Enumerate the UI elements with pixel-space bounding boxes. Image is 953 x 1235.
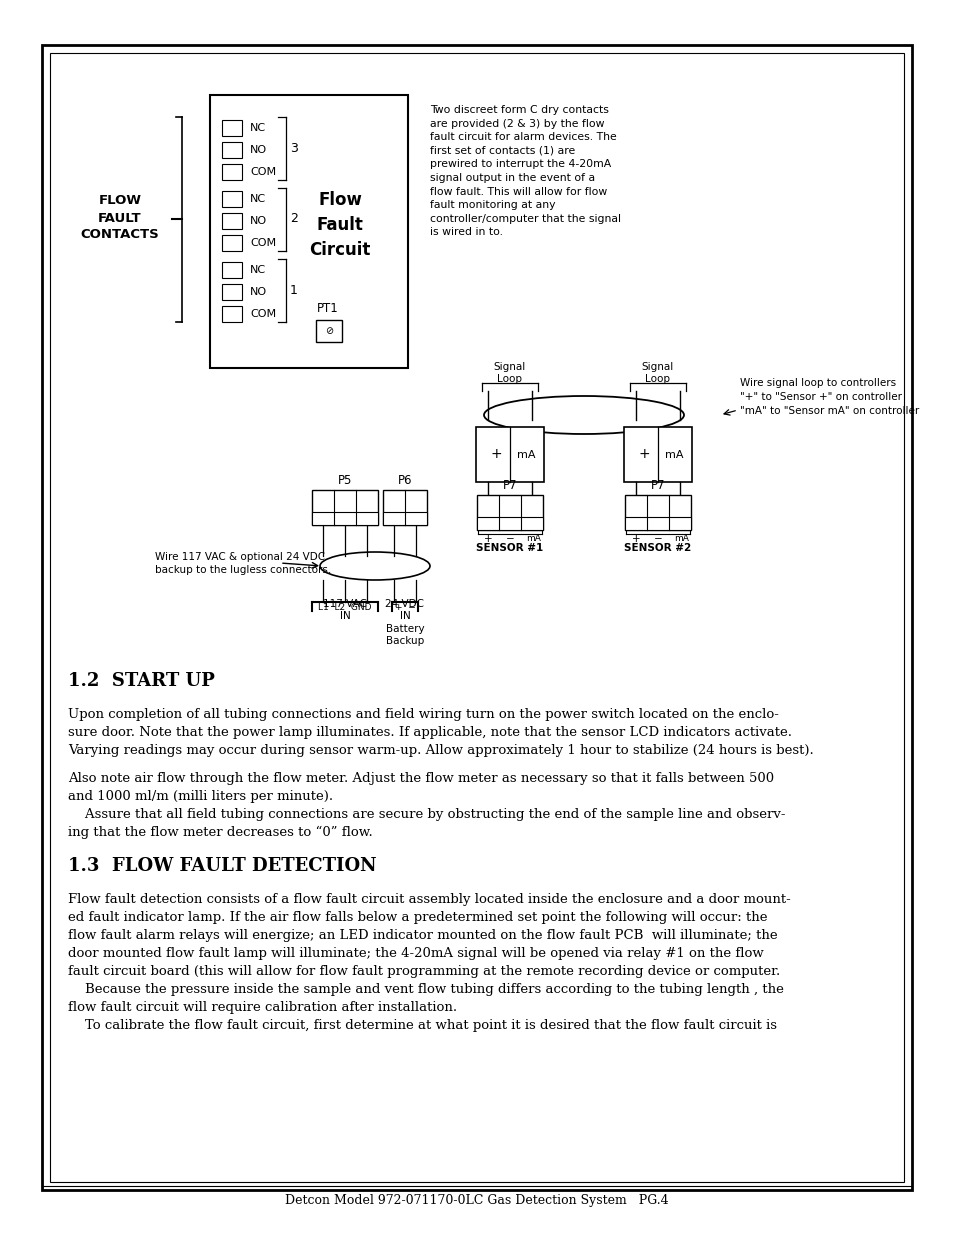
- Polygon shape: [222, 191, 242, 207]
- Text: 1.2  START UP: 1.2 START UP: [68, 672, 214, 690]
- Text: NC: NC: [250, 124, 266, 133]
- Text: Signal
Loop: Signal Loop: [494, 362, 525, 384]
- Text: Wire 117 VAC & optional 24 VDC
backup to the lugless connectors.: Wire 117 VAC & optional 24 VDC backup to…: [154, 552, 331, 576]
- Text: NC: NC: [250, 266, 266, 275]
- Text: 1: 1: [290, 284, 297, 296]
- Text: +: +: [483, 534, 492, 543]
- Text: ⊘: ⊘: [325, 326, 333, 336]
- Polygon shape: [624, 495, 690, 530]
- Text: −: −: [505, 534, 514, 543]
- Text: COM: COM: [250, 167, 275, 177]
- Text: mA: mA: [526, 534, 541, 543]
- Polygon shape: [222, 235, 242, 251]
- Text: mA: mA: [664, 450, 682, 459]
- Polygon shape: [312, 513, 377, 525]
- Text: Two discreet form C dry contacts
are provided (2 & 3) by the flow
fault circuit : Two discreet form C dry contacts are pro…: [430, 105, 620, 237]
- Polygon shape: [222, 284, 242, 300]
- Polygon shape: [476, 495, 542, 530]
- Text: NC: NC: [250, 194, 266, 204]
- Text: Flow
Fault
Circuit: Flow Fault Circuit: [309, 191, 371, 259]
- Text: Signal
Loop: Signal Loop: [641, 362, 674, 384]
- Text: 2: 2: [290, 212, 297, 226]
- Text: FLOW
FAULT
CONTACTS: FLOW FAULT CONTACTS: [81, 194, 159, 242]
- Text: 1.3  FLOW FAULT DETECTION: 1.3 FLOW FAULT DETECTION: [68, 857, 376, 876]
- Text: P7: P7: [650, 479, 664, 492]
- Polygon shape: [222, 306, 242, 322]
- Polygon shape: [222, 164, 242, 180]
- Polygon shape: [315, 320, 341, 342]
- Text: −: −: [653, 534, 661, 543]
- Text: COM: COM: [250, 309, 275, 319]
- Text: P6: P6: [397, 474, 412, 487]
- Text: P7: P7: [502, 479, 517, 492]
- Text: +: +: [490, 447, 501, 462]
- Text: 117 VAC
IN: 117 VAC IN: [323, 599, 367, 621]
- Polygon shape: [222, 120, 242, 136]
- Polygon shape: [210, 95, 408, 368]
- Text: 3: 3: [290, 142, 297, 154]
- Text: SENSOR #2: SENSOR #2: [623, 543, 691, 553]
- Polygon shape: [222, 212, 242, 228]
- Polygon shape: [312, 490, 377, 525]
- Text: L1  L2  GND: L1 L2 GND: [318, 603, 372, 611]
- Text: Flow fault detection consists of a flow fault circuit assembly located inside th: Flow fault detection consists of a flow …: [68, 893, 790, 1032]
- Polygon shape: [222, 142, 242, 158]
- Text: Upon completion of all tubing connections and field wiring turn on the power swi: Upon completion of all tubing connection…: [68, 708, 813, 757]
- Polygon shape: [624, 517, 690, 530]
- Polygon shape: [476, 517, 542, 530]
- Text: NO: NO: [250, 287, 267, 296]
- Text: P5: P5: [337, 474, 352, 487]
- Text: 24 VDC
IN
Battery
Backup: 24 VDC IN Battery Backup: [385, 599, 424, 646]
- Text: mA: mA: [674, 534, 689, 543]
- Text: NO: NO: [250, 216, 267, 226]
- Polygon shape: [476, 427, 543, 482]
- Polygon shape: [623, 427, 691, 482]
- Text: +: +: [638, 447, 649, 462]
- Text: +: +: [631, 534, 639, 543]
- Text: Detcon Model 972-071170-0LC Gas Detection System   PG.4: Detcon Model 972-071170-0LC Gas Detectio…: [285, 1194, 668, 1207]
- Text: NO: NO: [250, 144, 267, 156]
- Polygon shape: [222, 262, 242, 278]
- Text: +  −: + −: [395, 603, 415, 611]
- Polygon shape: [382, 513, 427, 525]
- Text: SENSOR #1: SENSOR #1: [476, 543, 543, 553]
- Text: Wire signal loop to controllers
"+" to "Sensor +" on controller
"mA" to "Sensor : Wire signal loop to controllers "+" to "…: [740, 378, 919, 416]
- Text: Also note air flow through the flow meter. Adjust the flow meter as necessary so: Also note air flow through the flow mete…: [68, 772, 784, 840]
- Text: mA: mA: [517, 450, 535, 459]
- Text: COM: COM: [250, 238, 275, 248]
- Text: PT1: PT1: [316, 303, 338, 315]
- Polygon shape: [382, 490, 427, 525]
